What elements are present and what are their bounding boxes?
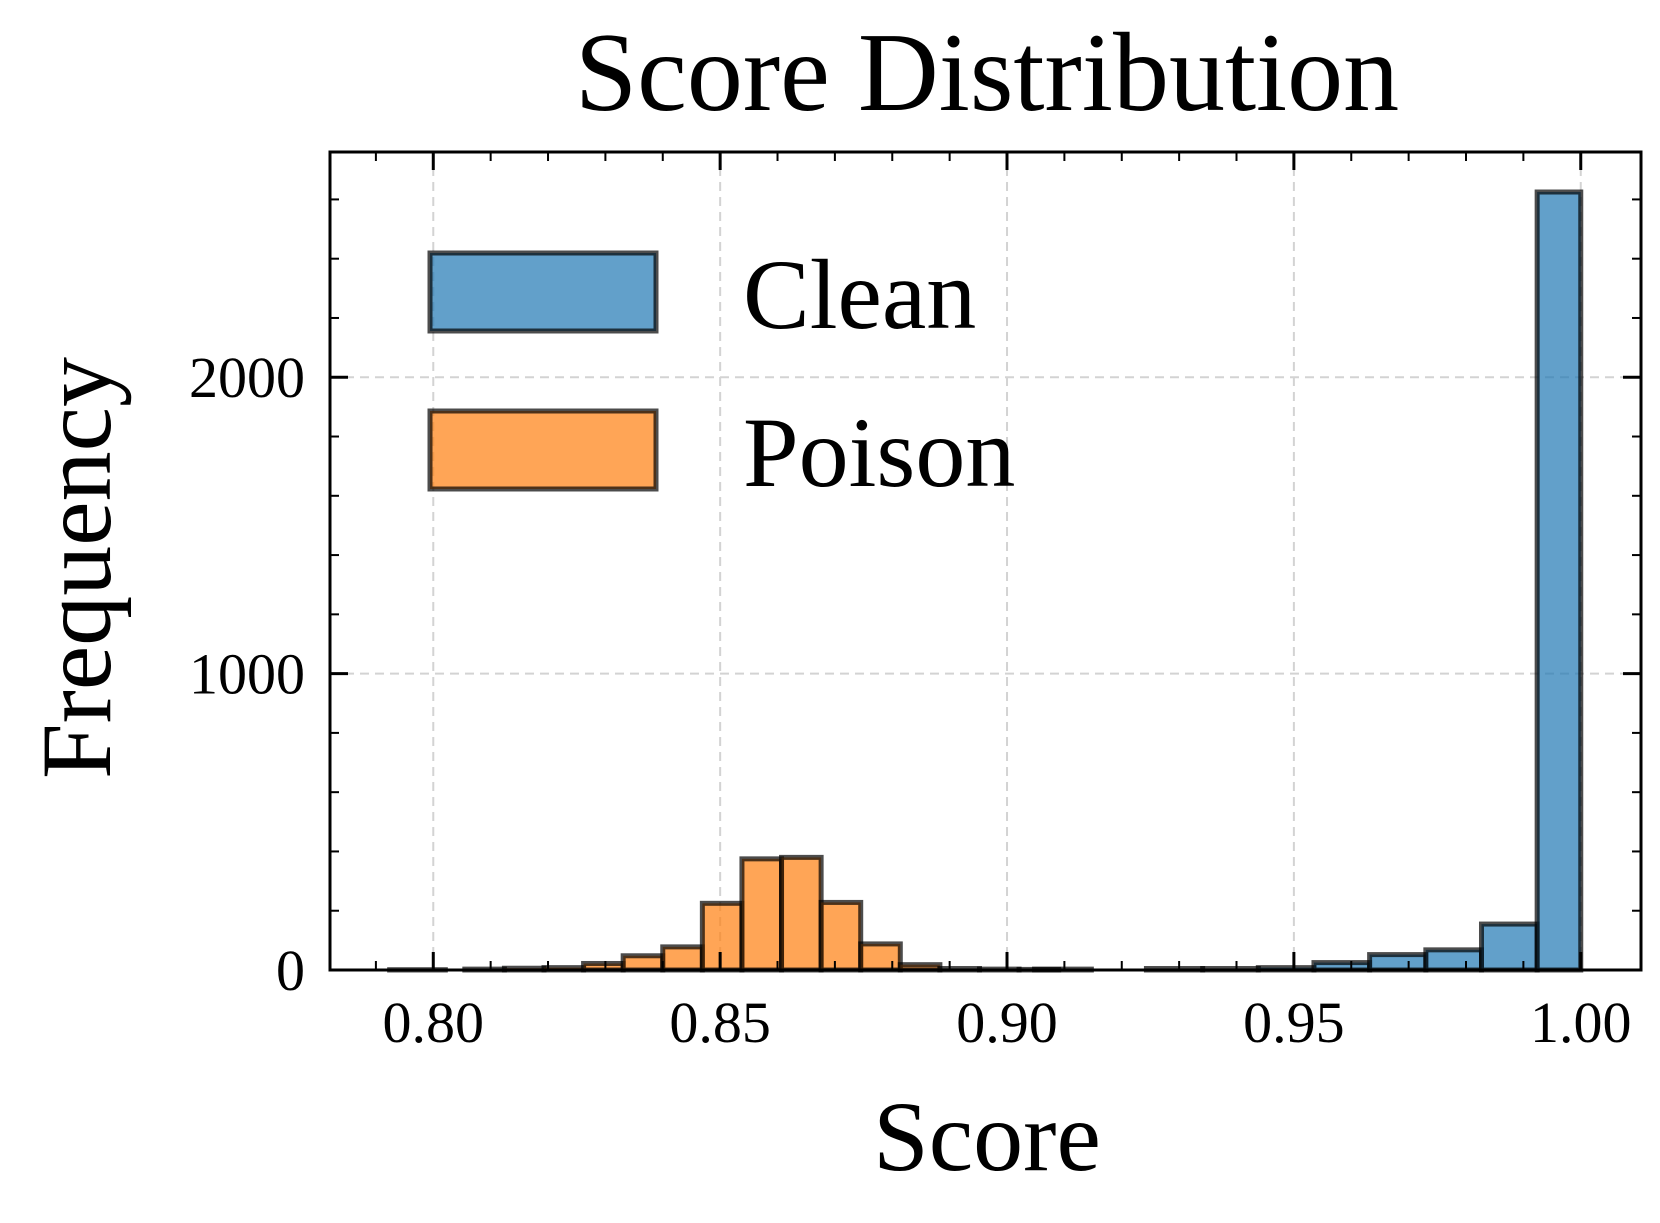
- legend-swatch-clean: [430, 253, 656, 331]
- clean-bar: [1537, 192, 1581, 970]
- poison-bar: [623, 956, 663, 970]
- chart-title: Score Distribution: [575, 11, 1399, 135]
- clean-bar: [1481, 924, 1537, 970]
- y-tick-label: 1000: [189, 642, 305, 707]
- poison-bar: [702, 903, 742, 970]
- poison-bar: [782, 857, 822, 970]
- y-axis-label: Frequency: [21, 357, 132, 779]
- y-tick-label: 0: [276, 938, 305, 1003]
- poison-bar: [821, 902, 861, 970]
- y-tick-label: 2000: [189, 345, 305, 410]
- poison-bar: [742, 859, 782, 970]
- poison-bar: [861, 944, 901, 970]
- legend-label-poison: Poison: [743, 397, 1015, 508]
- clean-bar: [1370, 955, 1426, 970]
- x-tick-label: 0.85: [669, 990, 771, 1055]
- x-tick-label: 1.00: [1530, 990, 1632, 1055]
- poison-bar: [663, 947, 703, 970]
- x-tick-label: 0.80: [383, 990, 485, 1055]
- legend-label-clean: Clean: [743, 239, 976, 350]
- x-axis-label: Score: [873, 1081, 1101, 1192]
- clean-bar: [1426, 950, 1482, 970]
- x-tick-label: 0.95: [1243, 990, 1345, 1055]
- x-tick-label: 0.90: [956, 990, 1058, 1055]
- legend-swatch-poison: [430, 411, 656, 489]
